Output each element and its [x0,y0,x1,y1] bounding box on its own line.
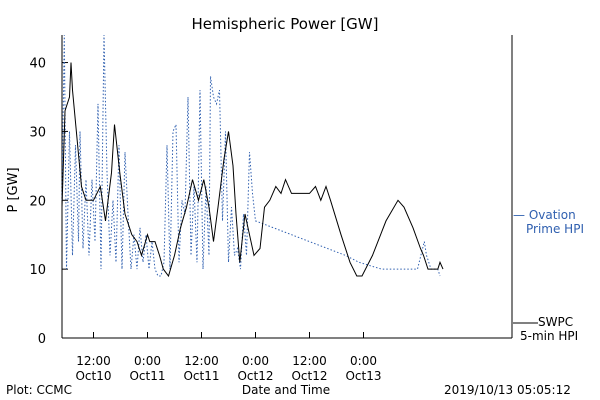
y-tick-label: 30 [29,125,46,140]
x-tick-date-label: Oct10 [75,369,111,383]
y-tick-label: 10 [29,263,46,278]
y-axis-ticks: 0 10 20 30 40 [29,57,68,347]
x-tick-time-label: 0:00 [242,354,269,368]
x-tick-date-label: Oct12 [291,369,327,383]
y-tick-label: 0 [38,332,46,347]
x-tick-date-label: Oct12 [237,369,273,383]
x-tick-time-label: 12:00 [76,354,111,368]
x-tick-date-label: Oct11 [129,369,165,383]
plot-credit: Plot: CCMC [6,383,72,397]
swpc-hpi-line [61,62,444,278]
legend-ovation-line2: Prime HPI [526,222,584,236]
legend-ovation-line1: — Ovation [513,208,576,222]
x-tick-time-label: 0:00 [134,354,161,368]
x-tick-date-label: Oct11 [183,369,219,383]
series-lines [61,34,444,278]
chart-title: Hemispheric Power [GW] [192,15,379,33]
ovation-prime-hpi-line [61,34,441,277]
x-axis-ticks: 12:00Oct100:00Oct1112:00Oct110:00Oct1212… [75,332,382,383]
legend-swpc-line1: SWPC [538,315,573,329]
plot-frame [61,35,513,339]
x-tick-time-label: 0:00 [350,354,377,368]
x-tick-date-label: Oct13 [345,369,381,383]
x-tick-time-label: 12:00 [184,354,219,368]
legend-swpc-line2: 5-min HPI [520,329,578,343]
y-axis-label: P [GW] [6,167,21,212]
x-tick-time-label: 12:00 [292,354,327,368]
x-axis-label: Date and Time [242,383,330,397]
y-tick-label: 40 [29,57,46,72]
plot-timestamp: 2019/10/13 05:05:12 [444,383,571,397]
y-tick-label: 20 [29,194,46,209]
